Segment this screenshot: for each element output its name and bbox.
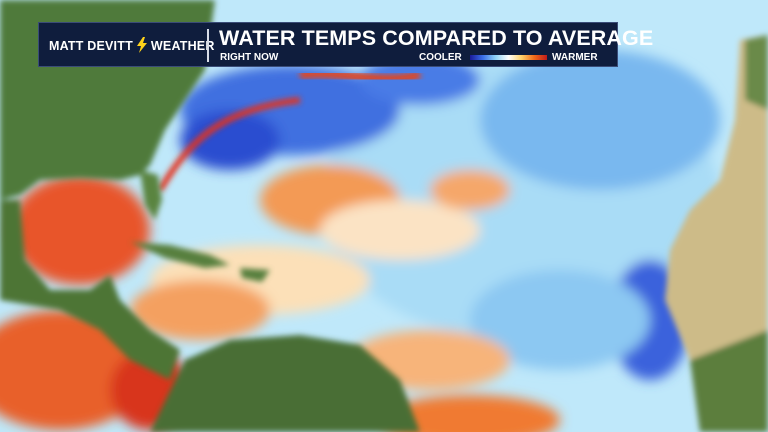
land-south-america: [150, 335, 420, 432]
brand-name: MATT DEVITT: [49, 39, 133, 53]
land-africa: [665, 35, 768, 432]
legend-low-label: COOLER: [419, 52, 462, 63]
anomaly-warm: [380, 395, 560, 432]
brand-suffix: WEATHER: [150, 39, 215, 53]
separator: [207, 29, 209, 62]
title-banner: MATT DEVITT WEATHER WATER TEMPS COMPARED …: [38, 22, 653, 67]
anomaly-cool: [360, 55, 480, 105]
gulf-stream: [157, 97, 301, 192]
headline: WATER TEMPS COMPARED TO AVERAGE: [219, 26, 654, 50]
lightning-icon: [136, 37, 147, 53]
anomaly-cool: [470, 270, 650, 370]
anomaly-warm: [320, 200, 480, 260]
anomaly-cool: [480, 50, 720, 190]
land-central-america: [0, 200, 180, 380]
anomaly-warm: [10, 175, 150, 285]
land-cuba: [130, 242, 230, 268]
anomaly-warm: [130, 280, 270, 340]
brand: MATT DEVITT WEATHER: [49, 37, 215, 53]
land-florida: [140, 170, 162, 220]
subtitle: RIGHT NOW: [220, 52, 279, 63]
anomaly-warm: [299, 69, 421, 83]
legend-high-label: WARMER: [552, 52, 598, 63]
land-west-africa: [690, 330, 768, 432]
anomaly-warm: [430, 170, 510, 210]
anomaly-cool: [180, 110, 280, 170]
land-hispaniola: [240, 268, 270, 282]
land-iberia: [745, 35, 768, 110]
color-scale: [470, 55, 547, 60]
